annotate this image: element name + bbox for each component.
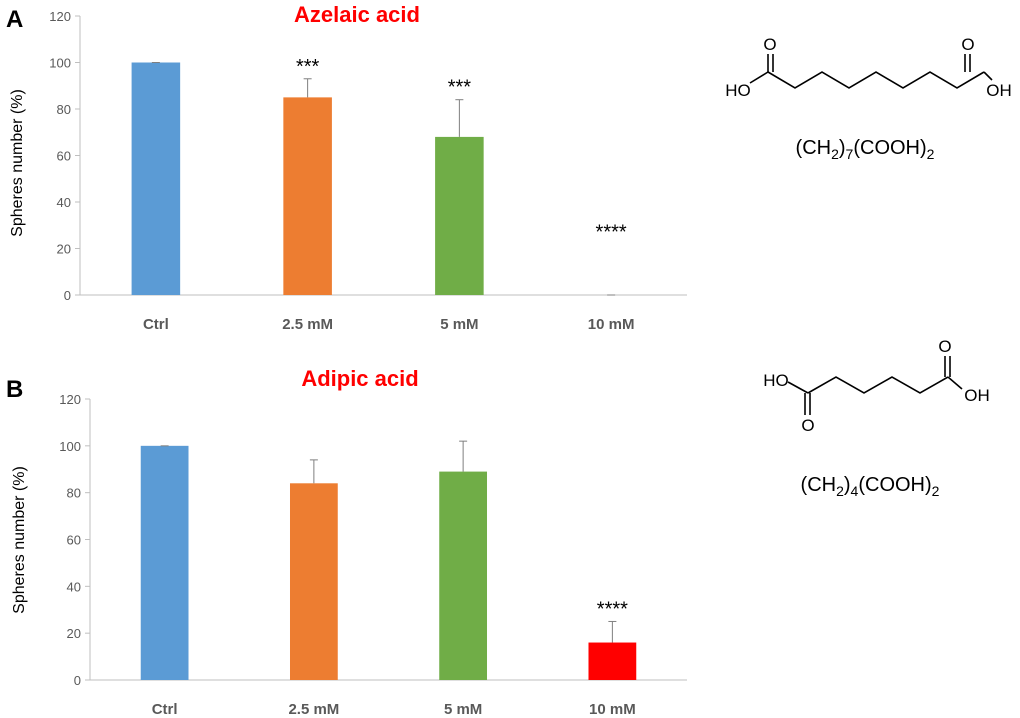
oxygen-atom-left: O <box>763 35 776 54</box>
bar <box>131 62 181 295</box>
x-tick-label: 5 mM <box>440 316 478 333</box>
bar-chart-b: 0 20 40 60 80 100 120 Ctrl 2.5 mM 5 mM **** 10 mM <box>59 392 687 718</box>
bond <box>947 376 963 390</box>
x-tick-label: Ctrl <box>143 316 169 333</box>
carbon-chain <box>807 376 949 394</box>
x-tick-label: 10 mM <box>588 316 635 333</box>
significance-label: **** <box>596 222 627 244</box>
x-tick-label: 2.5 mM <box>282 316 333 333</box>
significance-label: *** <box>448 77 472 99</box>
x-tick-label: Ctrl <box>152 701 178 718</box>
panel-a: A Azelaic acid Spheres number (%) 0 20 40 6… <box>6 2 1012 333</box>
y-tick-label: 80 <box>67 486 81 501</box>
azelaic-acid-structure: O HO O OH (CH2)7(COOH)2 <box>725 35 1012 162</box>
oxygen-atom-right: O <box>961 35 974 54</box>
oxygen-atom-bottom: O <box>801 416 814 435</box>
y-tick-label: 120 <box>49 9 71 24</box>
adipic-acid-structure: HO O O OH (CH2)4(COOH)2 <box>763 337 990 499</box>
y-tick-label: 80 <box>57 102 71 117</box>
y-tick-label: 120 <box>59 392 81 407</box>
panel-label-b: B <box>6 376 23 403</box>
y-axis-label-a: Spheres number (%) <box>9 89 26 237</box>
oxygen-atom-top: O <box>938 337 951 356</box>
y-tick-label: 20 <box>57 242 71 257</box>
bar <box>435 136 484 295</box>
hydroxyl-left: HO <box>763 371 789 390</box>
panel-label-a: A <box>6 6 23 33</box>
x-tick-label: 10 mM <box>589 701 636 718</box>
bond <box>749 71 769 84</box>
y-tick-label: 100 <box>49 56 71 71</box>
y-tick-label: 40 <box>67 579 81 594</box>
bar <box>439 471 488 680</box>
panel-b: B Adipic acid Spheres number (%) 0 20 40 60… <box>6 337 990 718</box>
bar <box>289 483 338 680</box>
chart-title-a: Azelaic acid <box>294 2 420 27</box>
y-tick-label: 100 <box>59 439 81 454</box>
y-tick-label: 40 <box>57 195 71 210</box>
x-tick-label: 2.5 mM <box>288 701 339 718</box>
bar <box>140 445 189 680</box>
molecular-formula-a: (CH2)7(COOH)2 <box>796 137 935 162</box>
bond <box>983 71 993 81</box>
y-tick-label: 60 <box>67 533 81 548</box>
hydroxyl-right: OH <box>986 81 1012 100</box>
bar <box>588 642 637 680</box>
hydroxyl-right: OH <box>964 386 990 405</box>
y-axis-label-b: Spheres number (%) <box>11 466 28 614</box>
significance-label: **** <box>597 598 628 620</box>
molecular-formula-b: (CH2)4(COOH)2 <box>801 474 940 499</box>
x-tick-label: 5 mM <box>444 701 482 718</box>
bond <box>787 381 809 394</box>
significance-label: *** <box>296 56 320 78</box>
bar-chart-a: 0 20 40 60 80 100 120 Ctrl *** 2.5 mM *** 5 mM **** 1… <box>49 9 687 333</box>
hydroxyl-left: HO <box>725 81 751 100</box>
y-tick-label: 0 <box>74 673 81 688</box>
carbon-chain <box>767 71 985 89</box>
chart-title-b: Adipic acid <box>301 366 418 391</box>
y-tick-label: 0 <box>64 288 71 303</box>
y-tick-label: 60 <box>57 149 71 164</box>
y-tick-label: 20 <box>67 626 81 641</box>
bar <box>283 97 332 295</box>
